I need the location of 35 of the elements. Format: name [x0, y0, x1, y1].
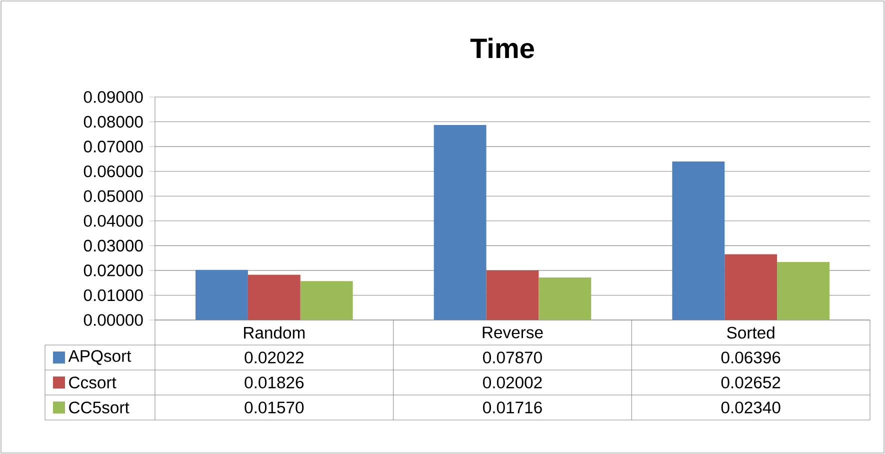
- y-tick-label: 0.09000: [84, 91, 143, 103]
- data-label: 0.02022: [244, 352, 304, 364]
- data-label: 0.02652: [721, 376, 780, 388]
- bar: [300, 281, 353, 320]
- y-tick-label: 0.04000: [84, 215, 143, 227]
- legend-label: CC5sort: [69, 402, 130, 414]
- legend-label: Ccsort: [69, 376, 116, 388]
- bar: [196, 270, 248, 320]
- chart-title: Time: [470, 38, 534, 58]
- y-tick-label: 0.07000: [84, 140, 143, 152]
- y-tick-label: 0.03000: [84, 240, 143, 252]
- bar: [248, 274, 300, 320]
- bar: [486, 270, 539, 320]
- data-label: 0.02340: [721, 402, 780, 414]
- x-tick-label: Reverse: [482, 326, 543, 338]
- y-tick-label: 0.01000: [84, 289, 143, 302]
- bar: [672, 162, 725, 320]
- x-tick-label: Random: [244, 326, 305, 339]
- bar: [538, 277, 592, 320]
- y-tick-label: 0.02000: [84, 264, 143, 276]
- y-tick-label: 0.00000: [84, 314, 143, 326]
- data-label: 0.01716: [483, 402, 542, 414]
- data-label: 0.02002: [483, 376, 542, 388]
- data-label: 0.07870: [483, 352, 542, 364]
- legend-label: APQsort: [68, 350, 132, 365]
- data-label: 0.01826: [244, 376, 304, 388]
- bar: [777, 262, 830, 320]
- bar: [724, 254, 778, 320]
- data-label: 0.06396: [721, 352, 780, 364]
- bar: [434, 125, 486, 320]
- x-tick-label: Sorted: [727, 326, 774, 339]
- y-tick-label: 0.05000: [84, 190, 143, 202]
- y-tick-label: 0.06000: [84, 165, 143, 178]
- data-label: 0.01570: [244, 402, 304, 414]
- y-tick-label: 0.08000: [84, 116, 143, 128]
